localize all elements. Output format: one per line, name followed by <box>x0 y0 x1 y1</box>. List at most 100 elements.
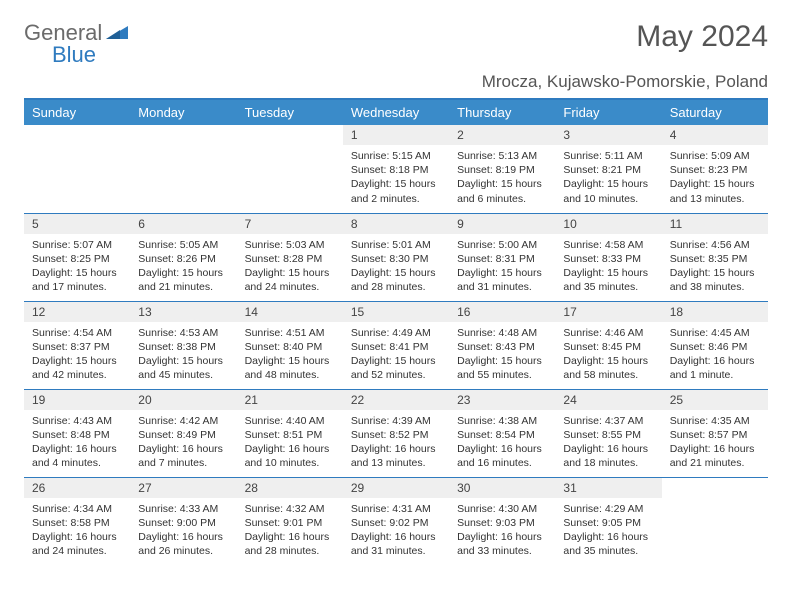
day-number: 29 <box>343 478 449 498</box>
calendar-cell: 18Sunrise: 4:45 AMSunset: 8:46 PMDayligh… <box>662 301 768 389</box>
daylight-text: Daylight: 16 hours and 21 minutes. <box>670 442 760 470</box>
day-content: Sunrise: 4:49 AMSunset: 8:41 PMDaylight:… <box>343 322 449 389</box>
sunrise-text: Sunrise: 5:05 AM <box>138 238 228 252</box>
day-number: 1 <box>343 125 449 145</box>
day-content: Sunrise: 5:00 AMSunset: 8:31 PMDaylight:… <box>449 234 555 301</box>
calendar-cell: 1Sunrise: 5:15 AMSunset: 8:18 PMDaylight… <box>343 125 449 213</box>
day-content: Sunrise: 4:51 AMSunset: 8:40 PMDaylight:… <box>237 322 343 389</box>
day-content: Sunrise: 5:09 AMSunset: 8:23 PMDaylight:… <box>662 145 768 212</box>
calendar-cell: 30Sunrise: 4:30 AMSunset: 9:03 PMDayligh… <box>449 477 555 565</box>
calendar-cell <box>130 125 236 213</box>
daylight-text: Daylight: 15 hours and 13 minutes. <box>670 177 760 205</box>
sunrise-text: Sunrise: 4:51 AM <box>245 326 335 340</box>
daylight-text: Daylight: 16 hours and 1 minute. <box>670 354 760 382</box>
sunset-text: Sunset: 8:25 PM <box>32 252 122 266</box>
calendar-cell: 29Sunrise: 4:31 AMSunset: 9:02 PMDayligh… <box>343 477 449 565</box>
daylight-text: Daylight: 15 hours and 6 minutes. <box>457 177 547 205</box>
day-content: Sunrise: 4:34 AMSunset: 8:58 PMDaylight:… <box>24 498 130 565</box>
calendar-week-row: 19Sunrise: 4:43 AMSunset: 8:48 PMDayligh… <box>24 389 768 477</box>
day-content: Sunrise: 5:01 AMSunset: 8:30 PMDaylight:… <box>343 234 449 301</box>
calendar-week-row: 12Sunrise: 4:54 AMSunset: 8:37 PMDayligh… <box>24 301 768 389</box>
day-number: 21 <box>237 390 343 410</box>
day-number: 19 <box>24 390 130 410</box>
sunset-text: Sunset: 8:54 PM <box>457 428 547 442</box>
calendar-cell: 24 Sunrise: 4:37 AMSunset: 8:55 PMDayligh… <box>555 389 661 477</box>
sunrise-text: Sunrise: 4:53 AM <box>138 326 228 340</box>
day-number: 9 <box>449 214 555 234</box>
daylight-text: Daylight: 15 hours and 48 minutes. <box>245 354 335 382</box>
sunset-text: Sunset: 8:26 PM <box>138 252 228 266</box>
day-number: 8 <box>343 214 449 234</box>
day-content: Sunrise: 4:54 AMSunset: 8:37 PMDaylight:… <box>24 322 130 389</box>
sunrise-text: Sunrise: 4:37 AM <box>563 414 653 428</box>
sunset-text: Sunset: 8:21 PM <box>563 163 653 177</box>
sunset-text: Sunset: 8:55 PM <box>563 428 653 442</box>
calendar-cell: 25Sunrise: 4:35 AMSunset: 8:57 PMDayligh… <box>662 389 768 477</box>
day-content: Sunrise: 4:46 AMSunset: 8:45 PMDaylight:… <box>555 322 661 389</box>
day-number: 10 <box>555 214 661 234</box>
sunset-text: Sunset: 9:05 PM <box>563 516 653 530</box>
sunrise-text: Sunrise: 4:45 AM <box>670 326 760 340</box>
calendar-cell: 3Sunrise: 5:11 AMSunset: 8:21 PMDaylight… <box>555 125 661 213</box>
day-content: Sunrise: 4:40 AMSunset: 8:51 PMDaylight:… <box>237 410 343 477</box>
brand-triangle-icon <box>106 23 128 44</box>
calendar-cell: 6Sunrise: 5:05 AMSunset: 8:26 PMDaylight… <box>130 213 236 301</box>
day-content: Sunrise: 4:30 AMSunset: 9:03 PMDaylight:… <box>449 498 555 565</box>
daylight-text: Daylight: 16 hours and 18 minutes. <box>563 442 653 470</box>
day-content: Sunrise: 4:38 AMSunset: 8:54 PMDaylight:… <box>449 410 555 477</box>
calendar-cell: 21Sunrise: 4:40 AMSunset: 8:51 PMDayligh… <box>237 389 343 477</box>
calendar-cell: 23Sunrise: 4:38 AMSunset: 8:54 PMDayligh… <box>449 389 555 477</box>
sunrise-text: Sunrise: 4:32 AM <box>245 502 335 516</box>
sunrise-text: Sunrise: 4:33 AM <box>138 502 228 516</box>
calendar-cell: 26Sunrise: 4:34 AMSunset: 8:58 PMDayligh… <box>24 477 130 565</box>
day-number: 3 <box>555 125 661 145</box>
sunrise-text: Sunrise: 4:48 AM <box>457 326 547 340</box>
day-number: 4 <box>662 125 768 145</box>
day-content: Sunrise: 4:39 AMSunset: 8:52 PMDaylight:… <box>343 410 449 477</box>
sunset-text: Sunset: 8:51 PM <box>245 428 335 442</box>
calendar-week-row: 5Sunrise: 5:07 AMSunset: 8:25 PMDaylight… <box>24 213 768 301</box>
daylight-text: Daylight: 15 hours and 17 minutes. <box>32 266 122 294</box>
day-number: 24 <box>555 390 661 410</box>
daylight-text: Daylight: 16 hours and 28 minutes. <box>245 530 335 558</box>
day-header: Sunday <box>24 100 130 125</box>
calendar-cell: 14Sunrise: 4:51 AMSunset: 8:40 PMDayligh… <box>237 301 343 389</box>
daylight-text: Daylight: 15 hours and 58 minutes. <box>563 354 653 382</box>
month-title: May 2024 <box>636 20 768 54</box>
daylight-text: Daylight: 15 hours and 38 minutes. <box>670 266 760 294</box>
sunrise-text: Sunrise: 4:29 AM <box>563 502 653 516</box>
day-number: 11 <box>662 214 768 234</box>
sunrise-text: Sunrise: 4:46 AM <box>563 326 653 340</box>
calendar-cell: 2Sunrise: 5:13 AMSunset: 8:19 PMDaylight… <box>449 125 555 213</box>
day-number: 16 <box>449 302 555 322</box>
calendar-cell: 20Sunrise: 4:42 AMSunset: 8:49 PMDayligh… <box>130 389 236 477</box>
sunrise-text: Sunrise: 5:13 AM <box>457 149 547 163</box>
day-number: 5 <box>24 214 130 234</box>
calendar-cell: 15Sunrise: 4:49 AMSunset: 8:41 PMDayligh… <box>343 301 449 389</box>
calendar-cell: 16Sunrise: 4:48 AMSunset: 8:43 PMDayligh… <box>449 301 555 389</box>
sunset-text: Sunset: 9:01 PM <box>245 516 335 530</box>
day-header: Saturday <box>662 100 768 125</box>
sunrise-text: Sunrise: 4:34 AM <box>32 502 122 516</box>
sunrise-text: Sunrise: 4:56 AM <box>670 238 760 252</box>
calendar-cell: 12Sunrise: 4:54 AMSunset: 8:37 PMDayligh… <box>24 301 130 389</box>
sunset-text: Sunset: 8:49 PM <box>138 428 228 442</box>
sunrise-text: Sunrise: 4:58 AM <box>563 238 653 252</box>
sunrise-text: Sunrise: 4:40 AM <box>245 414 335 428</box>
calendar-cell: 28Sunrise: 4:32 AMSunset: 9:01 PMDayligh… <box>237 477 343 565</box>
calendar-cell: 17Sunrise: 4:46 AMSunset: 8:45 PMDayligh… <box>555 301 661 389</box>
sunset-text: Sunset: 8:33 PM <box>563 252 653 266</box>
calendar-cell: 7Sunrise: 5:03 AMSunset: 8:28 PMDaylight… <box>237 213 343 301</box>
sunrise-text: Sunrise: 4:38 AM <box>457 414 547 428</box>
day-content: Sunrise: 5:03 AMSunset: 8:28 PMDaylight:… <box>237 234 343 301</box>
day-header: Tuesday <box>237 100 343 125</box>
sunrise-text: Sunrise: 4:39 AM <box>351 414 441 428</box>
sunset-text: Sunset: 8:46 PM <box>670 340 760 354</box>
daylight-text: Daylight: 15 hours and 10 minutes. <box>563 177 653 205</box>
daylight-text: Daylight: 15 hours and 28 minutes. <box>351 266 441 294</box>
daylight-text: Daylight: 15 hours and 35 minutes. <box>563 266 653 294</box>
sunrise-text: Sunrise: 5:15 AM <box>351 149 441 163</box>
sunrise-text: Sunrise: 4:31 AM <box>351 502 441 516</box>
day-content: Sunrise: 4:58 AMSunset: 8:33 PMDaylight:… <box>555 234 661 301</box>
day-number: 22 <box>343 390 449 410</box>
